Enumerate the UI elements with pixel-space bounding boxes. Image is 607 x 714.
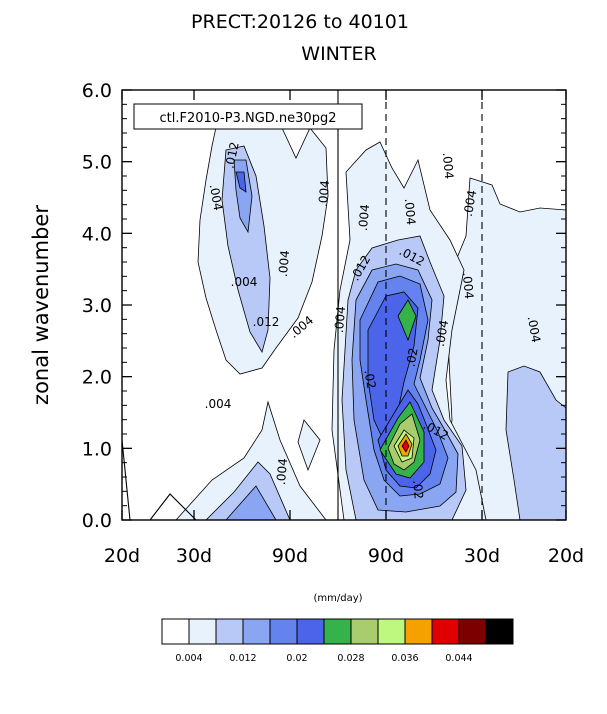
colorbar-swatch [350,618,379,645]
colorbar-swatch [188,618,217,645]
x-axis-ticks: 20d 30d 90d 90d 30d 20d [104,90,584,567]
contour-label-v: .004 [460,272,476,300]
contour-label-c: .004 [231,275,258,289]
contour-fill-bottom-020 [225,485,277,520]
colorbar-units: (mm/day) [313,593,362,604]
contour-label-h: .004 [205,397,232,411]
colorbar-label: 0.004 [175,653,202,664]
legend-box [133,103,363,130]
contour-label-m: .004 [440,152,456,180]
y-tick-label: 6.0 [82,80,112,102]
colorbar-label: 0.036 [391,653,418,664]
y-axis-label: zonal wavenumber [29,205,53,405]
chart-subtitle: WINTER [301,43,376,65]
contour-label-w: .004 [525,315,543,344]
contour-fill-small-blob [297,419,321,472]
contour-label-d: .004 [276,250,292,278]
contour-fills [175,109,566,520]
y-tick-label: 5.0 [82,152,112,174]
contour-fill-west-028 [235,171,247,193]
colorbar-swatch [404,618,433,645]
colorbar-swatch [485,618,514,645]
contour-fill-bottom-004 [175,400,327,520]
x-tick-label: 30d [464,545,500,567]
colorbar [161,618,514,645]
x-tick-label: 90d [272,545,308,567]
colorbar-swatch [161,618,190,645]
x-tick-label: 90d [368,545,404,567]
x-tick-label: 20d [104,545,140,567]
colorbar-label: 0.028 [337,653,364,664]
contour-lines [121,90,483,521]
contour-label-b: .004 [207,183,225,212]
colorbar-swatch [458,618,487,645]
contour-label-f: .012 [253,315,280,329]
y-tick-label: 0.0 [82,510,112,532]
colorbar-label: 0.012 [229,653,256,664]
colorbar-label: 0.044 [445,653,472,664]
colorbar-label: 0.02 [286,653,307,664]
colorbar-swatch [269,618,298,645]
contour-label-p: .004 [433,319,451,348]
contour-label-l: .004 [402,198,418,226]
contour-fill-west-012 [221,145,271,354]
colorbar-swatch [242,618,271,645]
y-tick-label: 2.0 [82,367,112,389]
chart-title: PRECT:20126 to 40101 [191,11,409,33]
contour-label-q: .02 [404,347,421,368]
y-tick-label: 4.0 [82,223,112,245]
contour-label-i: .004 [274,458,290,486]
contour-fill-center-052 [397,299,417,342]
colorbar-swatch [431,618,460,645]
y-tick-label: 1.0 [82,438,112,460]
contour-label-u: .004 [461,189,479,218]
contour-fill-bottom-012 [205,461,291,520]
x-tick-label: 30d [176,545,212,567]
contour-fill-east-012 [505,365,566,520]
contour-label-r: .02 [361,369,378,390]
colorbar-swatch [296,618,325,645]
colorbar-swatch [377,618,406,645]
legend-label: ctl.F2010-P3.NGD.ne30pg2 [160,111,337,126]
contour-label-k: .004 [356,204,372,232]
contour-line-left-edge [121,439,131,521]
y-tick-label: 3.0 [82,295,112,317]
x-tick-label: 20d [548,545,584,567]
contour-label-e: .004 [316,180,332,208]
colorbar-swatch [323,618,352,645]
contour-label-t: .02 [410,480,426,500]
contour-fill-center-092 [401,439,410,453]
colorbar-swatch [215,618,244,645]
contour-label-j: .004 [332,306,348,334]
y-axis-ticks: 0.0 1.0 2.0 3.0 4.0 5.0 6.0 [82,80,566,532]
contour-label-a: .012 [222,141,241,170]
contour-line-left-bump [149,493,197,521]
colorbar-labels: 0.004 0.012 0.02 0.028 0.036 0.044 [175,653,472,664]
